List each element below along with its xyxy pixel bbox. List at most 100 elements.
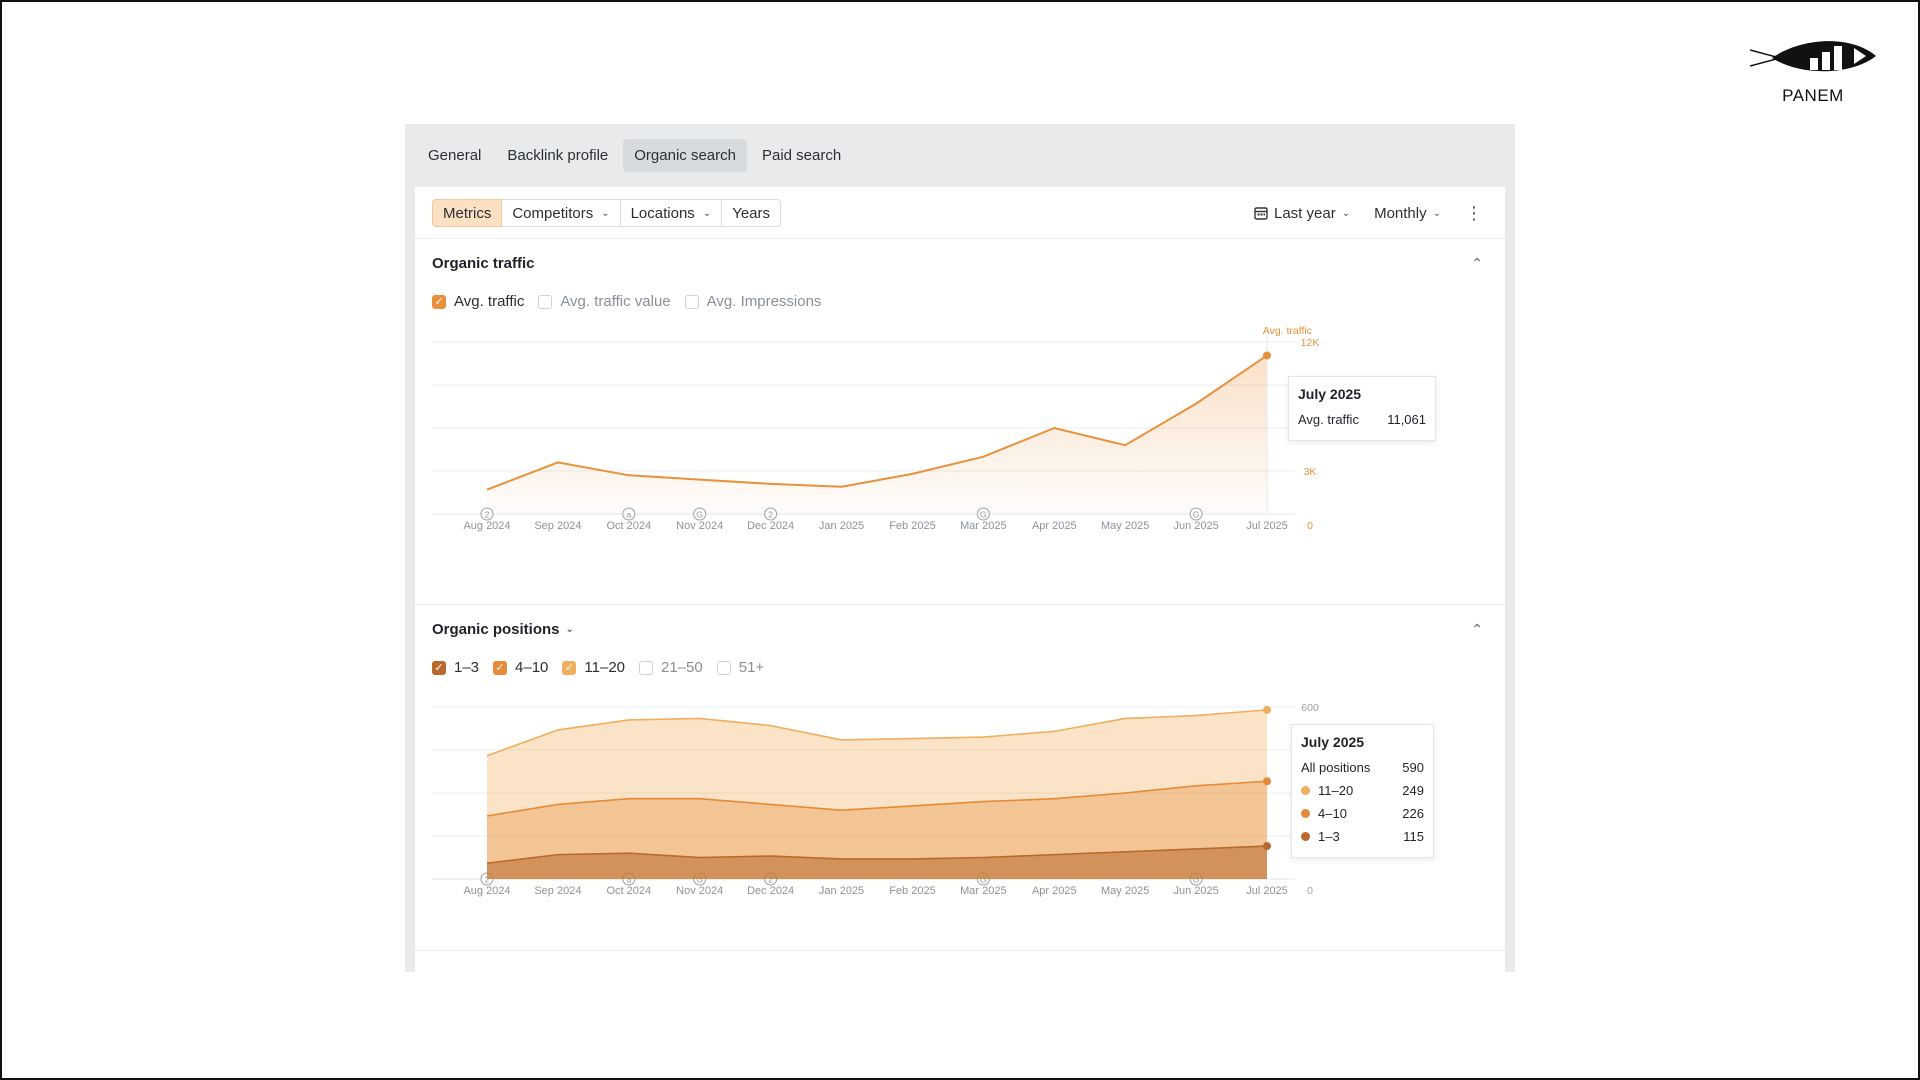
- x-tick-label: Jul 2025: [1246, 885, 1288, 897]
- avg-traffic-area: [487, 355, 1267, 514]
- collapse-positions-icon[interactable]: ⌃: [1471, 621, 1483, 637]
- range-1-3-label: 1–3: [454, 659, 480, 676]
- y-tick-label: 3K: [1304, 466, 1317, 478]
- tab-general[interactable]: General: [428, 147, 482, 164]
- x-tick-label: Apr 2025: [1032, 520, 1077, 532]
- check-icon: ✓: [562, 660, 577, 675]
- x-tick-label: Mar 2025: [960, 520, 1006, 532]
- traffic-tooltip-label: Avg. traffic: [1298, 412, 1359, 427]
- chevron-down-icon: ⌄: [1432, 207, 1441, 219]
- checkbox-empty-icon: [684, 294, 699, 309]
- positions-tooltip-total: All positions 590: [1301, 756, 1424, 779]
- x-tick-label: Nov 2024: [676, 520, 723, 532]
- x-tick-label: Sep 2024: [534, 520, 581, 532]
- x-tick-label: Mar 2025: [960, 885, 1006, 897]
- checkbox-empty-icon: [716, 660, 731, 675]
- annotation-marker-text: G: [696, 875, 703, 885]
- x-tick-label: Feb 2025: [889, 885, 935, 897]
- section-divider: [415, 950, 1505, 951]
- x-tick-label: Apr 2025: [1032, 885, 1077, 897]
- more-options-icon[interactable]: ⋮: [1465, 202, 1483, 223]
- traffic-tooltip-value: 11,061: [1387, 412, 1426, 427]
- metrics-button[interactable]: Metrics: [432, 199, 503, 227]
- x-tick-label: Dec 2024: [747, 520, 794, 532]
- chevron-down-icon: ⌄: [702, 207, 712, 219]
- annotation-marker-text: G: [980, 875, 987, 885]
- legend-dot-icon: [1301, 786, 1310, 795]
- competitors-label: Competitors: [512, 204, 594, 222]
- period-dropdown[interactable]: Last year ⌄: [1254, 205, 1350, 222]
- avg-impressions-checkbox[interactable]: Avg. Impressions: [684, 293, 822, 310]
- fish-logo-icon: [1750, 41, 1876, 72]
- avg-traffic-checkbox[interactable]: ✓ Avg. traffic: [432, 293, 524, 310]
- positions-point-3: [1263, 705, 1271, 714]
- x-tick-label: Jul 2025: [1246, 520, 1288, 532]
- annotation-marker-text: G: [696, 510, 703, 520]
- locations-dropdown[interactable]: Locations ⌄: [620, 199, 723, 227]
- positions-tooltip-row: 11–20 249: [1301, 779, 1424, 802]
- granularity-dropdown[interactable]: Monthly ⌄: [1374, 205, 1441, 222]
- chevron-down-icon: ⌄: [601, 207, 610, 219]
- logo-text: PANEM: [1782, 86, 1844, 105]
- tooltip-range-value: 115: [1403, 829, 1424, 844]
- avg-traffic-value-checkbox[interactable]: Avg. traffic value: [538, 293, 671, 310]
- avg-traffic-point: [1263, 351, 1271, 360]
- chart-toolbar: Metrics Competitors ⌄ Locations ⌄ Years La…: [415, 187, 1505, 239]
- positions-tooltip-row: 1–3 115: [1301, 825, 1424, 848]
- tooltip-range-value: 226: [1402, 806, 1424, 821]
- tab-organic-search[interactable]: Organic search: [623, 139, 747, 172]
- tab-bar: General Backlink profile Organic search …: [405, 124, 1515, 187]
- calendar-icon: [1254, 207, 1268, 220]
- collapse-traffic-icon[interactable]: ⌃: [1471, 255, 1483, 271]
- checkbox-empty-icon: [538, 294, 553, 309]
- positions-tooltip: July 2025 All positions 590 11–20 249 4–10…: [1291, 724, 1434, 858]
- tab-backlink-profile[interactable]: Backlink profile: [507, 147, 609, 164]
- years-button[interactable]: Years: [722, 199, 782, 227]
- legend-dot-icon: [1301, 832, 1310, 841]
- positions-tooltip-row: 4–10 226: [1301, 802, 1424, 825]
- traffic-tooltip: July 2025 Avg. traffic 11,061: [1288, 376, 1436, 441]
- annotation-marker-text: 2: [768, 510, 773, 520]
- competitors-dropdown[interactable]: Competitors ⌄: [502, 199, 621, 227]
- check-icon: ✓: [493, 660, 508, 675]
- range-21-50-label: 21–50: [661, 659, 703, 676]
- positions-total-label: All positions: [1301, 760, 1371, 775]
- avg-traffic-value-label: Avg. traffic value: [560, 293, 671, 310]
- x-tick-label: Jan 2025: [819, 885, 864, 897]
- range-11-20-label: 11–20: [584, 659, 626, 676]
- range-11-20-checkbox[interactable]: ✓ 11–20: [562, 659, 625, 676]
- chevron-down-icon: ⌄: [1341, 207, 1351, 219]
- annotation-marker-text: G: [1193, 510, 1200, 520]
- legend-dot-icon: [1301, 809, 1310, 818]
- traffic-tooltip-row: Avg. traffic 11,061: [1298, 408, 1426, 431]
- tab-paid-search[interactable]: Paid search: [761, 147, 842, 164]
- traffic-tooltip-title: July 2025: [1298, 386, 1362, 402]
- x-tick-label: Oct 2024: [606, 885, 651, 897]
- x-tick-label: May 2025: [1101, 885, 1149, 897]
- tooltip-range-label: 4–10: [1318, 806, 1347, 821]
- x-tick-label: Nov 2024: [676, 885, 723, 897]
- panem-logo: PANEM: [1746, 36, 1880, 112]
- organic-positions-dropdown[interactable]: Organic positions ⌄: [432, 621, 574, 638]
- organic-traffic-title: Organic traffic: [432, 255, 535, 272]
- x-tick-label: Aug 2024: [463, 885, 510, 897]
- organic-traffic-title-text: Organic traffic: [432, 255, 535, 272]
- range-51-plus-label: 51+: [738, 659, 765, 676]
- range-21-50-checkbox[interactable]: 21–50: [639, 659, 703, 676]
- y-tick-label: 12K: [1301, 337, 1320, 349]
- range-51-plus-checkbox[interactable]: 51+: [716, 659, 765, 676]
- metrics-label: Metrics: [443, 204, 492, 222]
- annotation-marker-text: G: [1193, 875, 1200, 885]
- chevron-down-icon: ⌄: [565, 624, 574, 635]
- organic-positions-title-text: Organic positions: [432, 621, 560, 638]
- annotation-marker-text: 2: [768, 875, 773, 885]
- check-icon: ✓: [432, 660, 446, 675]
- positions-point-2: [1263, 777, 1271, 786]
- y-tick-label: 0: [1307, 520, 1313, 532]
- range-4-10-checkbox[interactable]: ✓ 4–10: [493, 659, 548, 676]
- traffic-metric-checkboxes: ✓ Avg. traffic Avg. traffic value Avg. Im…: [432, 293, 821, 310]
- annotation-marker-text: a: [626, 875, 631, 885]
- range-1-3-checkbox[interactable]: ✓ 1–3: [432, 659, 479, 676]
- avg-impressions-label: Avg. Impressions: [706, 293, 822, 310]
